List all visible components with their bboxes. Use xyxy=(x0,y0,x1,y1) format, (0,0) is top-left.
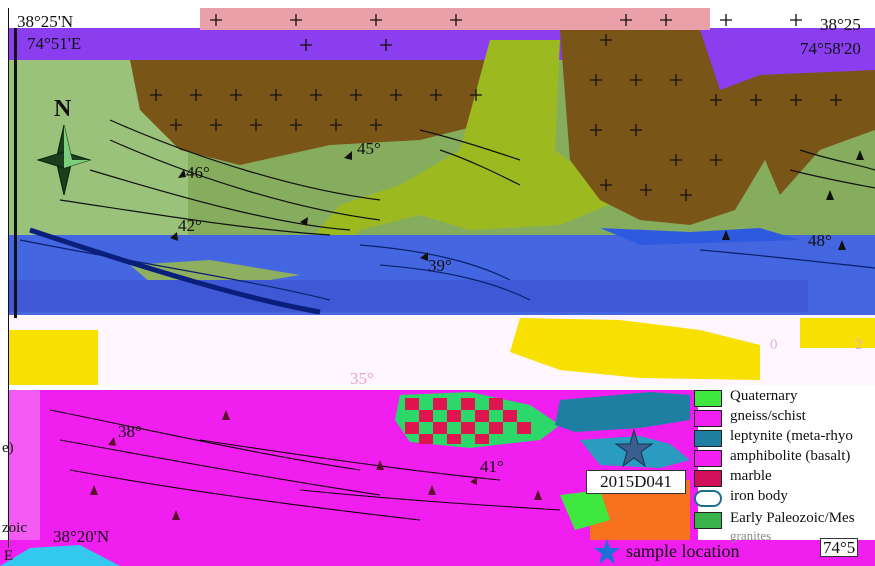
scale-fragment: 0 xyxy=(770,337,778,353)
strike-lines-amphibolite xyxy=(49,409,561,521)
legend-swatch xyxy=(694,390,722,407)
orange-unit xyxy=(590,480,690,540)
yellow-patch-east xyxy=(800,318,875,348)
green-lens xyxy=(130,260,300,285)
legend-swatch xyxy=(694,450,722,467)
legend-label: Early Paleozoic/Mes xyxy=(730,510,855,526)
coord-top-right-lon: 74°58'20 xyxy=(800,39,861,58)
legend-swatch xyxy=(694,490,722,507)
dip-label: 46° xyxy=(186,163,210,182)
dip-label: 41° xyxy=(480,457,504,476)
legend-label: leptynite (meta-rhyo xyxy=(730,428,853,444)
legend-item: marble xyxy=(690,468,875,488)
green-slope-east xyxy=(780,130,875,240)
bottom-cyan-patch xyxy=(0,545,120,566)
frame-left xyxy=(8,8,9,548)
legend-item: gneiss/schist xyxy=(690,408,875,428)
granite-crosses xyxy=(150,14,842,201)
dip-label: 39° xyxy=(428,256,452,275)
coord-bottom-left-lat: 38°20'N xyxy=(53,527,110,546)
granite-body-east xyxy=(560,30,875,225)
strike-lines-north xyxy=(59,119,875,236)
edge-fragment: e) xyxy=(2,440,14,456)
strike-lines-south xyxy=(19,239,875,301)
purple-band-east xyxy=(700,30,875,90)
leptynite-band xyxy=(555,392,690,432)
scale-fragment: 2 xyxy=(855,337,863,353)
dip-arrows-south xyxy=(90,410,542,520)
edge-fragment: zoic xyxy=(2,520,27,536)
legend-sample-location: sample location xyxy=(594,538,769,566)
pink-top-band xyxy=(200,8,710,30)
legend-label: gneiss/schist xyxy=(730,408,806,424)
legend-item: iron body xyxy=(690,488,875,508)
checker-cells xyxy=(405,398,531,444)
green-unit-se xyxy=(560,490,610,530)
legend-swatch xyxy=(694,512,722,529)
north-arrow-icon xyxy=(36,124,92,196)
map-legend: Quaternary gneiss/schist leptynite (meta… xyxy=(690,388,875,566)
dip-label: 42° xyxy=(178,216,202,235)
dip-arrows xyxy=(170,150,864,261)
star-icon xyxy=(594,539,620,564)
edge-fragment: E xyxy=(4,548,14,564)
sample-location-label: sample location xyxy=(626,541,740,561)
legend-label: marble xyxy=(730,468,772,484)
blue-lens-east xyxy=(600,228,800,245)
legend-item: Quaternary xyxy=(690,388,875,408)
legend-item: Early Paleozoic/Mes xyxy=(690,510,875,530)
legend-item: amphibolite (basalt) xyxy=(690,448,875,468)
legend-fragment: granites xyxy=(730,528,772,543)
legend-label: Quaternary xyxy=(730,388,798,404)
legend-swatch xyxy=(694,410,722,427)
dip-label: 38° xyxy=(118,422,142,441)
legend-label: amphibolite (basalt) xyxy=(730,448,851,464)
dip-label: 45° xyxy=(357,139,381,158)
coord-top-left-lon: 74°51'E xyxy=(27,34,82,53)
legend-label: iron body xyxy=(730,488,788,504)
legend-swatch xyxy=(694,430,722,447)
coord-bottom-right-lon: 74°5 xyxy=(820,538,859,557)
dip-label: 35° xyxy=(350,369,374,388)
sample-id-label: 2015D041 xyxy=(586,470,686,494)
frame-left-inner xyxy=(14,28,17,318)
coord-top-left-lat: 38°25'N xyxy=(17,12,74,31)
legend-swatch xyxy=(694,470,722,487)
dark-marker-bed xyxy=(29,227,321,315)
yellow-green-valley xyxy=(310,40,620,270)
bottom-strip xyxy=(0,540,875,566)
blue-dark-band xyxy=(8,280,808,312)
legend-item: leptynite (meta-rhyo xyxy=(690,428,875,448)
yellow-patch-west xyxy=(8,330,98,385)
amphibolite-edge xyxy=(8,390,40,540)
granite-body-west xyxy=(130,60,520,165)
yellow-patch-center xyxy=(510,318,760,380)
north-label: N xyxy=(54,96,72,122)
coord-top-right-lat: 38°25 xyxy=(820,15,861,34)
sample-star-icon xyxy=(614,428,654,468)
dip-label: 48° xyxy=(808,231,832,250)
